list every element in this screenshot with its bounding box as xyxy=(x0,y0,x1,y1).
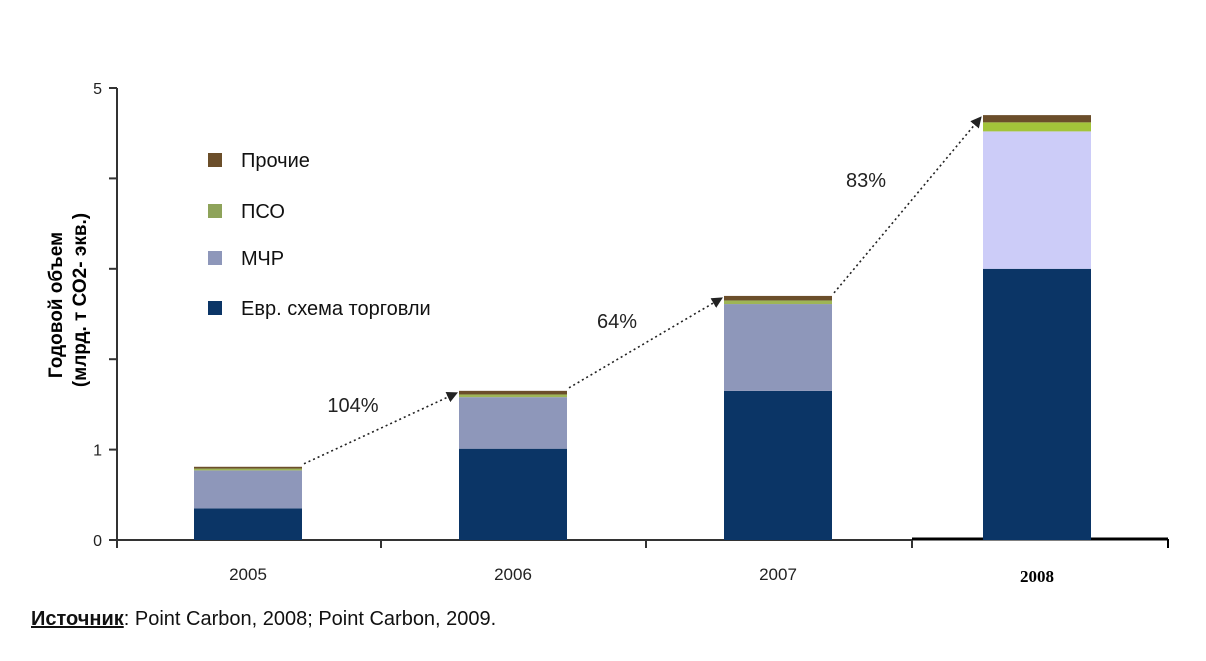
growth-label: 83% xyxy=(846,170,886,192)
growth-arrow xyxy=(833,116,982,294)
bar-segment-2008-3 xyxy=(983,115,1091,123)
bar-segment-2007-1 xyxy=(724,304,832,391)
legend-label: Евр. схема торговли xyxy=(241,298,431,320)
x-tick-label: 2007 xyxy=(759,565,797,584)
bar-segment-2005-2 xyxy=(194,468,302,471)
legend-swatch xyxy=(208,204,222,218)
y-axis-label: Годовой объем (млрд. т СО2- экв.) xyxy=(46,213,91,387)
x-tick-label: 2006 xyxy=(494,565,532,584)
source-note: Источник: Point Carbon, 2008; Point Carb… xyxy=(31,608,496,631)
y-tick-label: 0 xyxy=(93,533,102,550)
growth-label: 64% xyxy=(597,311,637,333)
growth-arrow xyxy=(303,391,459,465)
legend-label: ПСО xyxy=(241,201,285,223)
bar-segment-2005-1 xyxy=(194,470,302,509)
legend-swatch xyxy=(208,251,222,265)
source-text: : Point Carbon, 2008; Point Carbon, 2009… xyxy=(123,608,497,630)
y-axis-label-line-1: Годовой объем xyxy=(46,232,67,378)
legend-label: Прочие xyxy=(241,150,310,172)
legend-label: МЧР xyxy=(241,248,284,270)
growth-arrow xyxy=(568,297,723,389)
bar-segment-2007-2 xyxy=(724,300,832,305)
bar-segment-2007-0 xyxy=(724,390,832,540)
y-tick-label: 1 xyxy=(93,443,102,460)
bar-segment-2006-3 xyxy=(459,390,567,395)
bar-segment-2008-0 xyxy=(983,268,1091,540)
bar-segment-2008-2 xyxy=(983,122,1091,132)
x-tick-label: 2005 xyxy=(229,565,267,584)
bar-segment-2007-3 xyxy=(724,295,832,301)
y-axis-label-line-2: (млрд. т СО2- экв.) xyxy=(70,213,91,387)
bar-segment-2006-2 xyxy=(459,394,567,398)
bar-segment-2005-0 xyxy=(194,508,302,540)
source-label: Источник xyxy=(31,608,124,630)
legend-swatch xyxy=(208,301,222,315)
growth-label: 104% xyxy=(327,395,378,417)
bar-segment-2006-1 xyxy=(459,397,567,449)
y-tick-label: 5 xyxy=(93,81,102,98)
bar-segment-2008-1 xyxy=(983,131,1091,269)
x-tick-label: 2008 xyxy=(1020,567,1054,586)
bar-segment-2006-0 xyxy=(459,448,567,540)
bar-segment-2005-3 xyxy=(194,466,302,469)
stacked-bar-chart: Годовой объем (млрд. т СО2- экв.) 0 1 5 200… xyxy=(46,81,1169,586)
legend-swatch xyxy=(208,153,222,167)
